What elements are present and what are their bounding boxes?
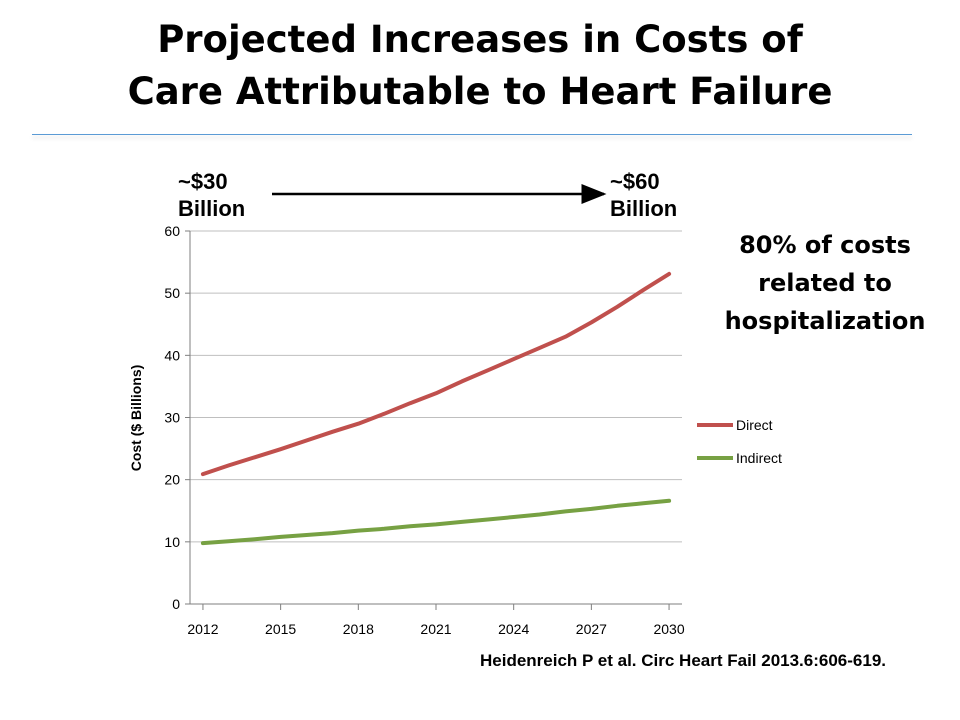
annotation-start-line-1: ~$30	[178, 169, 228, 194]
title-divider	[32, 134, 912, 135]
annotation-start-line-2: Billion	[178, 196, 246, 221]
slide-title-line-2: Care Attributable to Heart Failure	[127, 70, 833, 113]
y-tick-label: 10	[164, 534, 180, 550]
y-axis-label: Cost ($ Billions)	[128, 365, 144, 472]
hospitalization-callout: 80% of costs related to hospitalization	[710, 226, 940, 340]
series-line-indirect	[200, 498, 672, 546]
slide-title-line-1: Projected Increases in Costs of	[157, 18, 803, 61]
annotation-end: ~$60 Billion	[610, 168, 677, 222]
legend-label-direct: Direct	[736, 417, 773, 433]
citation: Heidenreich P et al. Circ Heart Fail 201…	[480, 651, 887, 670]
callout-line-1: 80% of costs	[739, 231, 911, 259]
annotation-start: ~$30 Billion	[178, 168, 245, 222]
legend: Direct Indirect	[697, 417, 782, 466]
series-lines	[200, 271, 672, 546]
annotation-end-line-2: Billion	[610, 196, 678, 221]
legend-label-indirect: Indirect	[736, 450, 782, 466]
x-tick-label: 2018	[343, 621, 374, 637]
axes	[185, 230, 682, 610]
gridlines	[190, 230, 682, 543]
y-tick-label: 40	[164, 347, 180, 363]
x-tick-label: 2024	[498, 621, 529, 637]
series-line-direct	[200, 271, 672, 477]
y-tick-label: 0	[172, 596, 180, 612]
y-tick-label: 50	[164, 285, 180, 301]
y-tick-label: 60	[164, 223, 180, 239]
x-tick-label: 2015	[265, 621, 296, 637]
slide-title: Projected Increases in Costs of Care Att…	[0, 14, 960, 118]
x-tick-label: 2027	[576, 621, 607, 637]
callout-line-2: related to	[758, 269, 892, 297]
x-tick-label: 2021	[420, 621, 451, 637]
x-tick-label: 2030	[653, 621, 684, 637]
x-tick-label: 2012	[187, 621, 218, 637]
callout-line-3: hospitalization	[724, 307, 926, 335]
annotation-end-line-1: ~$60	[610, 169, 660, 194]
y-tick-label: 30	[164, 410, 180, 426]
y-tick-label: 20	[164, 472, 180, 488]
